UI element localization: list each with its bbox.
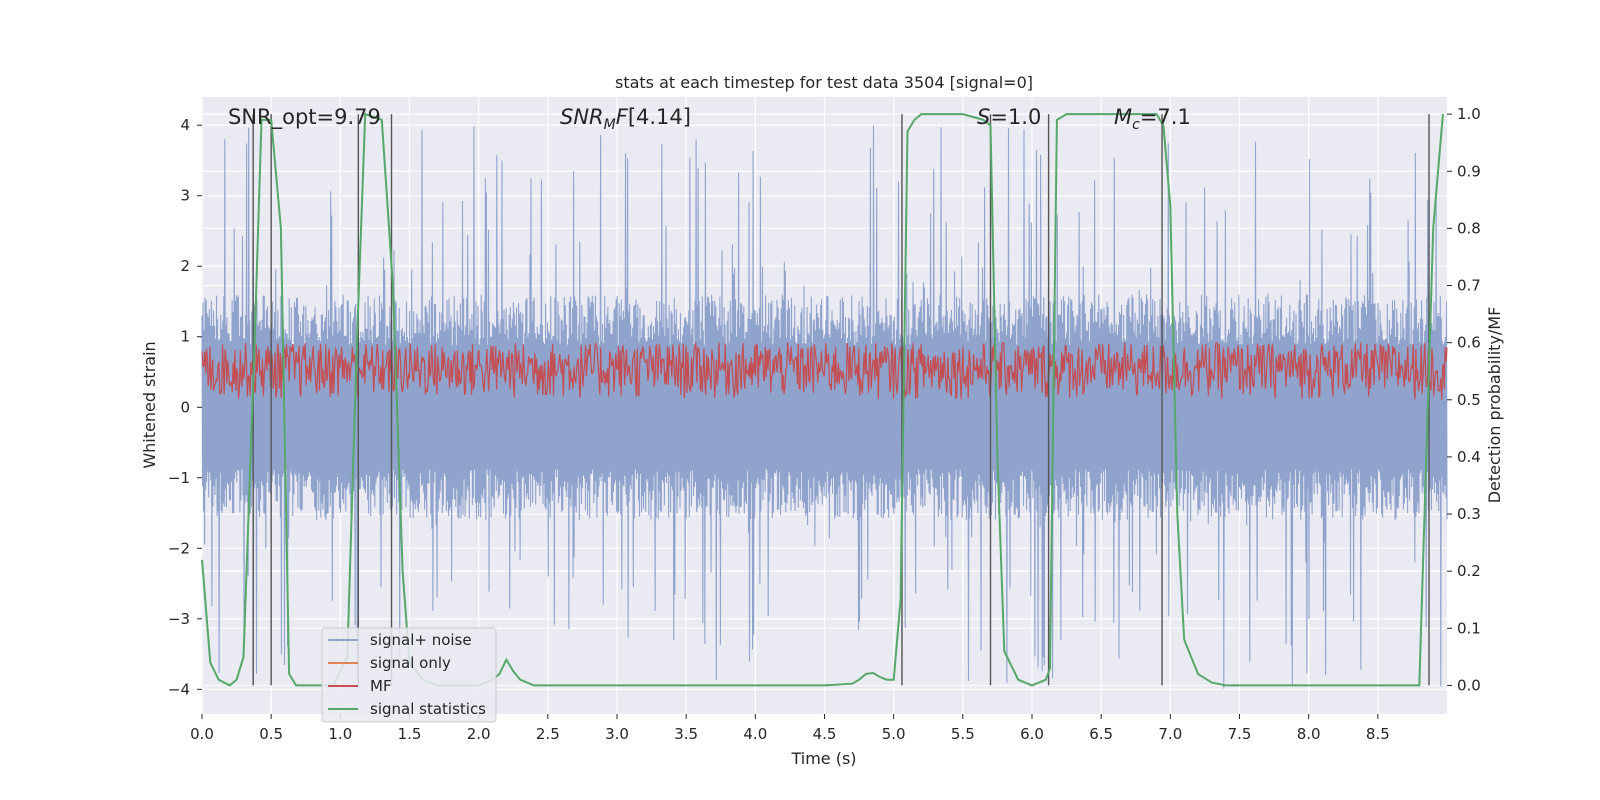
signal-noise-line xyxy=(201,125,1448,689)
annotation-s-symbol: S xyxy=(977,105,990,129)
y-tick-label: 0 xyxy=(180,398,190,416)
y-right-axis-label: Detection probability/MF xyxy=(1485,307,1504,504)
annotation-mc-subscript: c xyxy=(1132,117,1140,133)
x-tick-label: 2.0 xyxy=(467,725,491,743)
annotation-s-value: =1.0 xyxy=(990,105,1041,129)
x-tick-label: 0.0 xyxy=(190,725,214,743)
series-mf xyxy=(201,341,1448,400)
annotation-mc: Mc=7.1 xyxy=(1114,105,1191,133)
y-right-tick-label: 0.2 xyxy=(1457,562,1481,580)
y-right-tick-label: 0.1 xyxy=(1457,619,1481,637)
series-signal-statistics xyxy=(201,112,1444,687)
mf-line xyxy=(201,341,1448,400)
annotation-s: S=1.0 xyxy=(977,105,1041,129)
signal-statistics-line xyxy=(201,112,1444,687)
x-tick-label: 6.5 xyxy=(1089,725,1113,743)
annotation-snr-mf: SNRMF[4.14] xyxy=(560,105,691,133)
annotation-snr-opt: SNR_opt=9.79 xyxy=(228,105,381,130)
legend-label-signal-statistics: signal statistics xyxy=(370,700,486,718)
x-tick-label: 1.0 xyxy=(328,725,352,743)
y-right-tick-label: 0.0 xyxy=(1457,676,1481,694)
chart-title: stats at each timestep for test data 350… xyxy=(615,73,1033,92)
x-tick-label: 4.0 xyxy=(743,725,767,743)
series-signal-noise xyxy=(201,125,1448,689)
y-right-tick-label: 0.8 xyxy=(1457,219,1481,237)
y-right-tick-label: 1.0 xyxy=(1457,105,1481,123)
y-tick-label: 4 xyxy=(180,116,190,134)
y-right-tick-label: 0.6 xyxy=(1457,334,1481,352)
legend: signal+ noise signal only MF signal stat… xyxy=(321,627,497,723)
x-tick-label: 3.5 xyxy=(674,725,698,743)
x-tick-label: 7.5 xyxy=(1228,725,1252,743)
x-tick-label: 2.5 xyxy=(536,725,560,743)
x-tick-label: 4.5 xyxy=(813,725,837,743)
y-right-tick-label: 0.7 xyxy=(1457,277,1481,295)
legend-label-signal-only: signal only xyxy=(370,654,451,672)
x-tick-label: 5.5 xyxy=(951,725,975,743)
annotation-mc-symbol: M xyxy=(1114,105,1132,129)
x-tick-label: 8.5 xyxy=(1366,725,1390,743)
annotation-snr-mf-f: F xyxy=(616,105,629,129)
x-tick-label: 3.0 xyxy=(605,725,629,743)
y-right-tick-label: 0.4 xyxy=(1457,448,1481,466)
legend-box xyxy=(321,627,497,723)
annotation-snr-mf-value: [4.14] xyxy=(628,105,691,129)
y-right-tick-label: 0.3 xyxy=(1457,505,1481,523)
x-axis-label: Time (s) xyxy=(790,749,856,768)
y-tick-label: 3 xyxy=(180,187,190,205)
y-tick-label: −4 xyxy=(168,680,190,698)
x-tick-label: 8.0 xyxy=(1297,725,1321,743)
axis-ticks: 0.0 0.5 1.0 1.5 2.0 2.5 3.0 3.5 4.0 4.5 5.0 5.5 6.0 6… xyxy=(168,105,1481,743)
x-tick-label: 7.0 xyxy=(1158,725,1182,743)
x-tick-label: 0.5 xyxy=(259,725,283,743)
legend-label-mf: MF xyxy=(370,677,392,695)
annotation-snr-mf-subscript: M xyxy=(604,117,616,133)
x-tick-label: 5.0 xyxy=(882,725,906,743)
y-tick-label: 1 xyxy=(180,328,190,346)
vertical-markers xyxy=(252,114,1430,686)
annotation-snr-mf-prefix: SNR xyxy=(560,105,604,129)
y-tick-label: −3 xyxy=(168,610,190,628)
y-right-tick-label: 0.9 xyxy=(1457,162,1481,180)
x-tick-label: 6.0 xyxy=(1020,725,1044,743)
y-axis-label: Whitened strain xyxy=(140,341,159,468)
x-tick-label: 1.5 xyxy=(398,725,422,743)
annotation-mc-value: =7.1 xyxy=(1140,105,1191,129)
legend-label-signal-noise: signal+ noise xyxy=(370,631,472,649)
y-tick-label: −1 xyxy=(168,469,190,487)
y-tick-label: −2 xyxy=(168,539,190,557)
y-tick-label: 2 xyxy=(180,257,190,275)
y-right-tick-label: 0.5 xyxy=(1457,391,1481,409)
